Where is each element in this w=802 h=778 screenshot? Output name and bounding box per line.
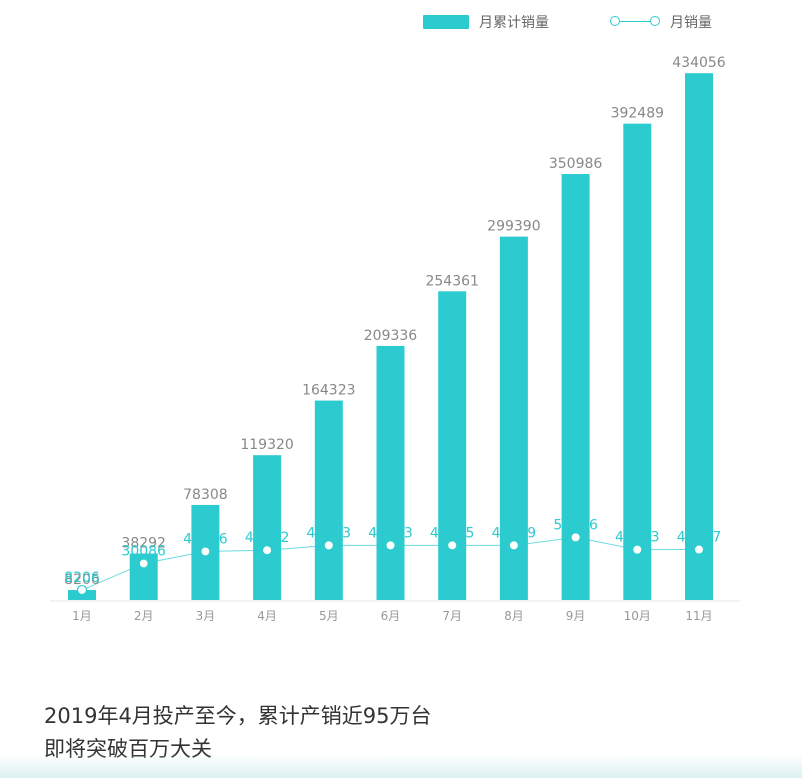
line-swatch-icon	[610, 15, 660, 29]
bar	[685, 73, 713, 600]
bar-value-label: 254361	[425, 273, 478, 289]
x-tick-label: 7月	[442, 609, 462, 623]
line-value-label: 8206	[64, 570, 100, 586]
combo-chart: 1月 2月 3月 4月 5月 6月 7月 8月 9月 10月 11月 8206 38292 78308 11…	[50, 55, 740, 623]
bar-value-label: 434056	[672, 55, 726, 71]
bar	[376, 345, 405, 600]
line-point	[76, 584, 88, 596]
line-value-label: 41012	[245, 530, 290, 546]
bar	[314, 400, 343, 600]
x-tick-label: 6月	[381, 609, 401, 623]
line-point	[448, 541, 457, 550]
x-tick-label: 9月	[566, 609, 586, 623]
bar-value-label: 8206	[64, 572, 100, 588]
line-value-label: 45025	[430, 525, 475, 541]
x-tick-label: 10月	[624, 609, 651, 623]
legend-line-label: 月销量	[670, 15, 712, 31]
line-value-label: 41567	[677, 530, 722, 546]
x-tick-label: 3月	[196, 609, 216, 623]
legend-line: 月销量	[610, 10, 712, 34]
bottom-fade	[0, 754, 802, 778]
bar	[623, 123, 652, 601]
bar-swatch-icon	[423, 15, 469, 29]
x-tick-label: 2月	[134, 609, 154, 623]
bar	[253, 455, 282, 600]
line-value-label: 45003	[307, 525, 352, 541]
line-value-label: 45013	[368, 525, 413, 541]
bar	[561, 174, 590, 600]
line-point	[571, 533, 580, 542]
bar	[438, 291, 467, 600]
x-tick-label: 11月	[685, 609, 712, 623]
legend-bar: 月累计销量	[423, 10, 549, 34]
x-tick-label: 8月	[504, 609, 524, 623]
line-point	[324, 541, 333, 550]
bar-value-label: 350986	[549, 156, 603, 172]
line-value-label: 51596	[553, 517, 598, 533]
line-value-label: 45029	[492, 525, 537, 541]
bar-value-label: 299390	[487, 219, 540, 235]
bar-value-label: 392489	[611, 106, 664, 122]
x-tick-label: 5月	[319, 609, 339, 623]
bar-value-label: 119320	[240, 437, 293, 453]
bar-value-label: 38292	[121, 536, 166, 552]
line-value-label: 41503	[615, 530, 660, 546]
legend-bar-label: 月累计销量	[479, 15, 549, 31]
bar	[499, 236, 528, 600]
x-tick-label: 4月	[257, 609, 277, 623]
line-point	[633, 545, 642, 554]
line-point	[386, 541, 395, 550]
bar-value-label: 209336	[364, 328, 418, 344]
line-point	[200, 546, 211, 557]
caption-line-1: 2019年4月投产至今，累计产销近95万台	[44, 704, 432, 728]
bar-value-label: 78308	[183, 487, 228, 503]
line-point	[263, 546, 272, 555]
x-tick-label: 1月	[72, 609, 92, 623]
line-point	[509, 541, 518, 550]
line-value-label: 40016	[183, 531, 228, 547]
line-point	[138, 558, 149, 569]
line-value-label: 30086	[121, 543, 166, 559]
line-point	[695, 545, 703, 554]
bar-value-label: 164323	[302, 383, 355, 399]
